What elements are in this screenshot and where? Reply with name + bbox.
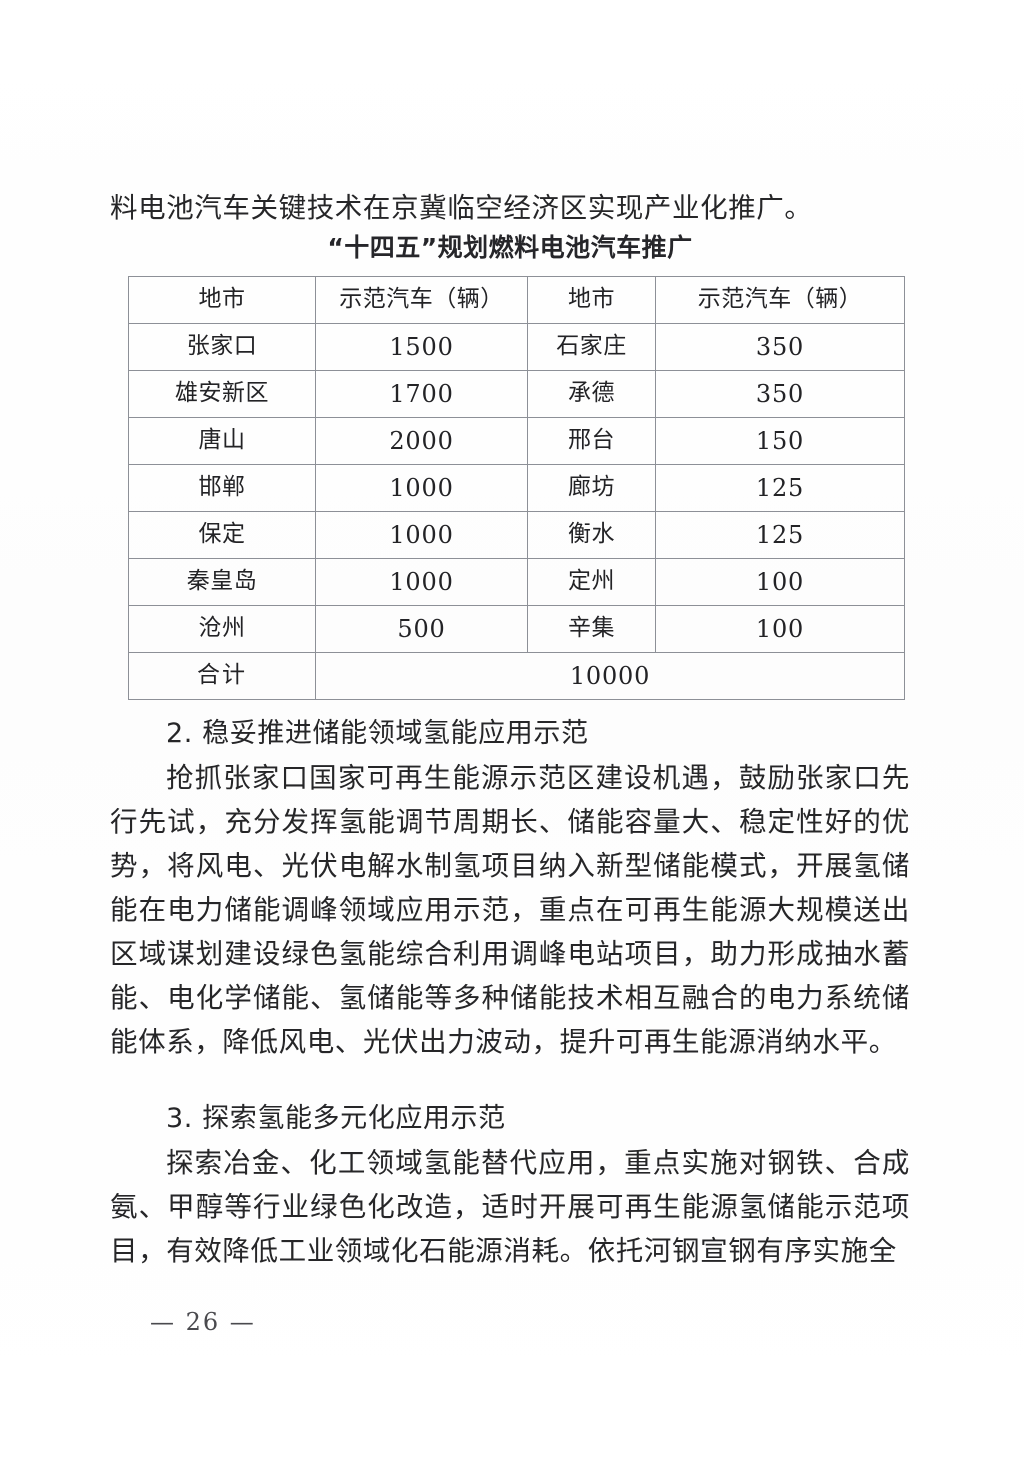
cell-city-left: 秦皇岛	[128, 558, 316, 606]
column-header-city-left: 地市	[128, 276, 316, 324]
cell-value-left: 500	[315, 605, 528, 653]
cell-value-right: 150	[655, 417, 905, 465]
table-row: 张家口 1500 石家庄 350	[128, 323, 905, 371]
cell-city-right: 辛集	[527, 605, 656, 653]
cell-value-left: 1000	[315, 464, 528, 512]
cell-city-right: 邢台	[527, 417, 656, 465]
cell-city-left: 邯郸	[128, 464, 316, 512]
cell-value-right: 350	[655, 370, 905, 418]
table-caption: “十四五”规划燃料电池汽车推广	[327, 233, 693, 262]
cell-value-left: 1000	[315, 511, 528, 559]
cell-value-left: 1700	[315, 370, 528, 418]
section-3-body: 探索冶金、化工领域氢能替代应用，重点实施对钢铁、合成氨、甲醇等行业绿色化改造，适…	[110, 1147, 910, 1267]
cell-value-right: 100	[655, 605, 905, 653]
page-number: — 26 —	[150, 1308, 256, 1336]
cell-city-left: 保定	[128, 511, 316, 559]
cell-city-right: 石家庄	[527, 323, 656, 371]
column-header-city-right: 地市	[527, 276, 656, 324]
cell-city-right: 衡水	[527, 511, 656, 559]
cell-value-left: 1500	[315, 323, 528, 371]
cell-value-right: 125	[655, 511, 905, 559]
cell-city-right: 承德	[527, 370, 656, 418]
column-header-vehicles-left: 示范汽车（辆）	[315, 276, 528, 324]
section-2-heading: 2. 稳妥推进储能领域氢能应用示范	[166, 718, 589, 749]
promotion-table-wrapper: 地市 示范汽车（辆） 地市 示范汽车（辆） 张家口 1500 石家庄 350 雄…	[128, 276, 905, 700]
table-row: 雄安新区 1700 承德 350	[128, 370, 905, 418]
lead-paragraph-text: 料电池汽车关键技术在京冀临空经济区实现产业化推广。	[110, 192, 813, 224]
cell-city-right: 廊坊	[527, 464, 656, 512]
section-2-body: 抢抓张家口国家可再生能源示范区建设机遇，鼓励张家口先行先试，充分发挥氢能调节周期…	[110, 762, 910, 1058]
cell-city-left: 张家口	[128, 323, 316, 371]
promotion-table: 地市 示范汽车（辆） 地市 示范汽车（辆） 张家口 1500 石家庄 350 雄…	[128, 276, 905, 700]
column-header-vehicles-right: 示范汽车（辆）	[655, 276, 905, 324]
cell-city-left: 唐山	[128, 417, 316, 465]
cell-value-right: 350	[655, 323, 905, 371]
table-row: 沧州 500 辛集 100	[128, 605, 905, 653]
page-content: 料电池汽车关键技术在京冀临空经济区实现产业化推广。 “十四五”规划燃料电池汽车推…	[110, 0, 910, 1461]
table-total-row: 合计 10000	[128, 652, 905, 700]
lead-paragraph: 料电池汽车关键技术在京冀临空经济区实现产业化推广。	[110, 186, 910, 230]
table-row: 秦皇岛 1000 定州 100	[128, 558, 905, 606]
section-3-heading: 3. 探索氢能多元化应用示范	[166, 1103, 506, 1134]
section-3: 3. 探索氢能多元化应用示范 探索冶金、化工领域氢能替代应用，重点实施对钢铁、合…	[110, 1097, 910, 1273]
cell-value-left: 2000	[315, 417, 528, 465]
cell-value-right: 125	[655, 464, 905, 512]
table-row: 唐山 2000 邢台 150	[128, 417, 905, 465]
cell-total-label: 合计	[128, 652, 316, 700]
cell-city-left: 沧州	[128, 605, 316, 653]
table-header-row: 地市 示范汽车（辆） 地市 示范汽车（辆）	[128, 276, 905, 324]
cell-value-right: 100	[655, 558, 905, 606]
table-row: 邯郸 1000 廊坊 125	[128, 464, 905, 512]
table-row: 保定 1000 衡水 125	[128, 511, 905, 559]
cell-total-value: 10000	[315, 652, 905, 700]
cell-value-left: 1000	[315, 558, 528, 606]
section-2: 2. 稳妥推进储能领域氢能应用示范 抢抓张家口国家可再生能源示范区建设机遇，鼓励…	[110, 712, 910, 1064]
cell-city-right: 定州	[527, 558, 656, 606]
cell-city-left: 雄安新区	[128, 370, 316, 418]
